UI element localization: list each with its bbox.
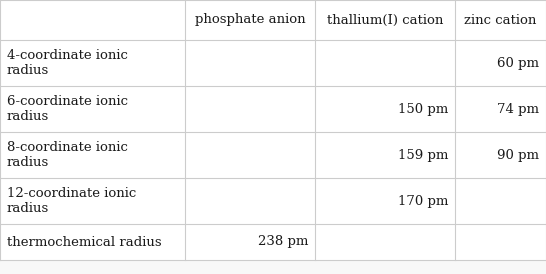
Bar — [455, 132, 546, 178]
Bar — [315, 224, 455, 260]
Bar — [185, 40, 315, 86]
Text: 74 pm: 74 pm — [497, 102, 539, 116]
Text: 4-coordinate ionic
radius: 4-coordinate ionic radius — [7, 49, 128, 77]
Bar — [185, 178, 315, 224]
Bar — [315, 40, 455, 86]
Text: thermochemical radius: thermochemical radius — [7, 235, 162, 249]
Bar — [185, 0, 315, 40]
Bar — [0, 132, 185, 178]
Bar — [315, 178, 455, 224]
Text: 159 pm: 159 pm — [397, 149, 448, 161]
Bar — [185, 224, 315, 260]
Bar — [455, 178, 546, 224]
Bar — [455, 224, 546, 260]
Bar — [315, 0, 455, 40]
Bar — [0, 86, 185, 132]
Bar — [315, 86, 455, 132]
Bar — [185, 132, 315, 178]
Text: 150 pm: 150 pm — [397, 102, 448, 116]
Text: 12-coordinate ionic
radius: 12-coordinate ionic radius — [7, 187, 136, 215]
Bar — [0, 40, 185, 86]
Text: 238 pm: 238 pm — [258, 235, 308, 249]
Text: 90 pm: 90 pm — [497, 149, 539, 161]
Bar — [0, 0, 185, 40]
Text: 6-coordinate ionic
radius: 6-coordinate ionic radius — [7, 95, 128, 123]
Text: 60 pm: 60 pm — [497, 56, 539, 70]
Bar — [315, 132, 455, 178]
Bar — [455, 0, 546, 40]
Bar — [455, 40, 546, 86]
Text: 8-coordinate ionic
radius: 8-coordinate ionic radius — [7, 141, 128, 169]
Text: 170 pm: 170 pm — [397, 195, 448, 207]
Text: zinc cation: zinc cation — [464, 13, 537, 27]
Bar — [185, 86, 315, 132]
Text: thallium(I) cation: thallium(I) cation — [327, 13, 443, 27]
Bar — [455, 86, 546, 132]
Bar — [0, 178, 185, 224]
Text: phosphate anion: phosphate anion — [195, 13, 305, 27]
Bar — [0, 224, 185, 260]
